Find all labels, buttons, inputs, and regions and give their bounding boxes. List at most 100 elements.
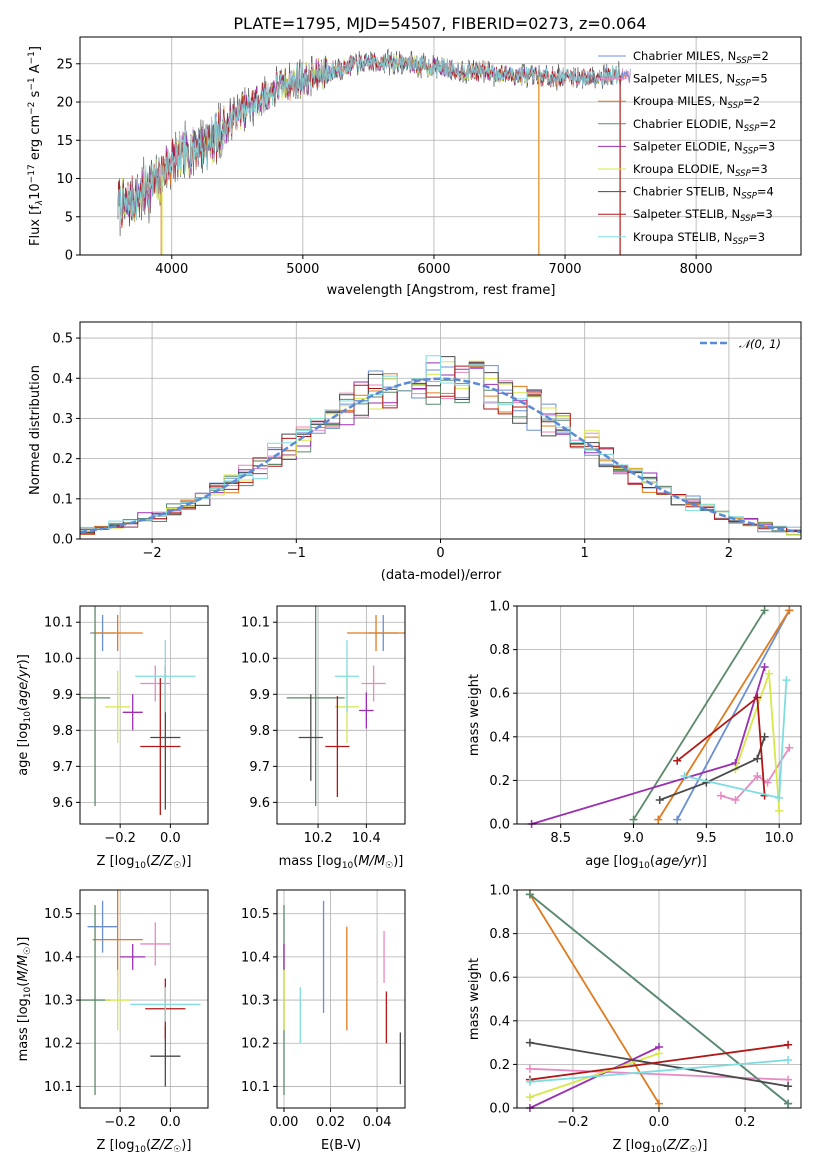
massweight_vs_age-ytick-label: 0.8 — [489, 643, 510, 658]
massweight-vs-age-panel: 8.5 9.0 9.5 10.0 0.0 0.2 0.4 0.6 0.8 1.0 — [489, 600, 802, 846]
spectrum-xlabel: wavelength [Angstrom, rest frame] — [327, 283, 556, 298]
age_vs_Z-xtick-label: 0.0 — [160, 831, 181, 846]
series-marker — [525, 1077, 534, 1086]
residual-ytick-label: 0.2 — [52, 452, 73, 467]
series-line-salpeter-stelib — [529, 1043, 789, 1081]
legend-label: Salpeter STELIB, NSSP=3 — [633, 207, 773, 224]
mass_vs_Z-marks — [80, 890, 201, 1096]
massweight_vs_age-xtick-label: 9.5 — [696, 831, 717, 846]
series-marker — [760, 663, 769, 672]
massweight_vs_Z-ytick-label: 0.8 — [489, 927, 510, 942]
residual-xtick-label: −1 — [287, 546, 306, 561]
mass_vs_EBV-ytick-label: 10.4 — [241, 950, 270, 965]
series-marker — [753, 772, 762, 781]
mass_vs_EBV-ytick-label: 10.3 — [241, 994, 270, 1009]
series-marker — [753, 754, 762, 763]
age-mass-xlabel: mass [log10(M/M☉)] — [279, 854, 404, 871]
residual-ytick-label: 0.4 — [52, 372, 73, 387]
spectrum-ytick-label: 10 — [56, 172, 73, 187]
residual-ytick-label: 0.5 — [52, 332, 73, 347]
mass_vs_EBV-axes: 0.00 0.02 0.04 10.1 10.2 10.3 10.4 10.5 — [241, 889, 406, 1130]
mass_vs_Z-gridlines — [80, 890, 208, 1108]
massweight_vs_age-xtick-label: 9.0 — [623, 831, 644, 846]
ebv-xlabel: E(B-V) — [321, 1138, 361, 1153]
series-line-kroupa-miles — [529, 893, 660, 1105]
massweight_vs_Z-ytick-label: 1.0 — [489, 884, 510, 899]
age_vs_mass-ytick-label: 9.9 — [249, 688, 270, 703]
series-marker — [525, 890, 534, 899]
age_vs_mass-ytick-label: 9.6 — [249, 796, 270, 811]
age_vs_mass-xtick-label: 10.4 — [352, 831, 381, 846]
spectrum-ytick-label: 25 — [56, 57, 73, 72]
massweight_vs_age-ytick-label: 0.4 — [489, 730, 510, 745]
series-marker — [680, 772, 689, 781]
age-vs-metallicity-panel: −0.2 0.0 9.6 9.7 9.8 9.9 10.0 10.1 — [44, 605, 209, 846]
legend-label: Salpeter ELODIE, NSSP=3 — [633, 139, 775, 156]
legend-label: Kroupa MILES, NSSP=2 — [633, 94, 760, 111]
age_vs_mass-ytick-label: 10.0 — [241, 652, 270, 667]
legend-label: Kroupa STELIB, NSSP=3 — [633, 230, 765, 247]
massweight_vs_Z-xtick-label: 0.0 — [649, 1115, 670, 1130]
series-marker — [784, 1099, 793, 1108]
age-Z-xlabel: Z [log10(Z/Z☉)] — [97, 854, 192, 871]
spectrum-ytick-label: 0 — [65, 249, 73, 264]
spectrum-panel: Chabrier MILES, NSSP=2 Salpeter MILES, NS… — [27, 36, 802, 298]
residual-xtick-label: 0 — [436, 546, 444, 561]
series-marker — [655, 1099, 663, 1108]
residual-ytick-label: 0.3 — [52, 412, 73, 427]
series-marker — [673, 756, 682, 765]
spectrum-xtick-label: 8000 — [680, 262, 713, 277]
series-marker — [760, 606, 769, 615]
series-marker — [525, 1064, 534, 1073]
legend-label: Chabrier MILES, NSSP=2 — [633, 49, 769, 66]
series-marker — [655, 1049, 663, 1058]
mass_vs_EBV-marks — [283, 900, 401, 1096]
age_vs_Z-ytick-label: 10.0 — [44, 652, 73, 667]
massweight_vs_age-axes: 8.5 9.0 9.5 10.0 0.0 0.2 0.4 0.6 0.8 1.0 — [489, 600, 802, 846]
mass-vs-ebv-panel: 0.00 0.02 0.04 10.1 10.2 10.3 10.4 10.5 — [241, 889, 406, 1130]
spectrum-frame — [79, 36, 802, 256]
mw-Z-xlabel: Z [log10(Z/Z☉)] — [613, 1138, 708, 1155]
series-marker — [775, 793, 784, 802]
age_vs_mass-marks — [286, 606, 405, 806]
series-marker — [654, 815, 663, 824]
spectrum-xtick-label: 4000 — [155, 262, 188, 277]
series-marker — [716, 791, 725, 800]
mass_vs_Z-ytick-label: 10.1 — [44, 1080, 73, 1095]
mass_vs_Z-ytick-label: 10.3 — [44, 994, 73, 1009]
mass-Z-xlabel: Z [log10(Z/Z☉)] — [97, 1138, 192, 1155]
residual-panel: −2 −1 0 1 2 0.0 0.1 0.2 0.3 0.4 0.5 𝒩(0, 1) (data-… — [28, 321, 802, 583]
mass_vs_EBV-frame — [276, 889, 406, 1109]
series-marker — [629, 815, 638, 824]
series-line-salpeter-elodie — [529, 1046, 660, 1109]
massweight_vs_age-xtick-label: 8.5 — [550, 831, 571, 846]
series-line-chabrier-stelib — [529, 1041, 789, 1088]
age_vs_Z-marks — [80, 606, 196, 815]
massweight_vs_Z-ytick-label: 0.0 — [489, 1102, 510, 1117]
legend-label: Chabrier ELODIE, NSSP=2 — [633, 117, 776, 134]
age_vs_Z-xtick-label: −0.2 — [104, 831, 136, 846]
mass_vs_EBV-xtick-label: 0.00 — [270, 1115, 299, 1130]
series-marker — [784, 1082, 793, 1091]
massweight_vs_age-ytick-label: 0.6 — [489, 687, 510, 702]
normal-reference-curve — [80, 377, 801, 534]
mass_vs_Z-ytick-label: 10.2 — [44, 1037, 73, 1052]
series-marker — [784, 1040, 793, 1049]
mass_vs_Z-axes: −0.2 0.0 10.1 10.2 10.3 10.4 10.5 — [44, 889, 209, 1130]
massweight_vs_Z-xtick-label: 0.2 — [735, 1115, 756, 1130]
series-line-chabrier-elodie — [632, 609, 766, 821]
residual-histograms — [80, 355, 801, 536]
spectrum-xtick-label: 5000 — [286, 262, 319, 277]
residual-hist-kroupa-stelib — [80, 355, 801, 530]
spectrum-xtick-label: 6000 — [417, 262, 450, 277]
series-marker — [525, 1038, 534, 1047]
mass_vs_EBV-ytick-label: 10.5 — [241, 907, 270, 922]
age_vs_mass-ytick-label: 10.1 — [241, 616, 270, 631]
mass_vs_Z-xtick-label: −0.2 — [104, 1115, 136, 1130]
age_vs_Z-frame — [79, 605, 209, 825]
age_vs_Z-ytick-label: 9.6 — [52, 796, 73, 811]
massweight_vs_Z-ytick-label: 0.6 — [489, 971, 510, 986]
series-marker — [775, 806, 784, 815]
series-line-salpeter-miles — [529, 1067, 789, 1081]
mass_vs_EBV-ytick-label: 10.1 — [241, 1080, 270, 1095]
